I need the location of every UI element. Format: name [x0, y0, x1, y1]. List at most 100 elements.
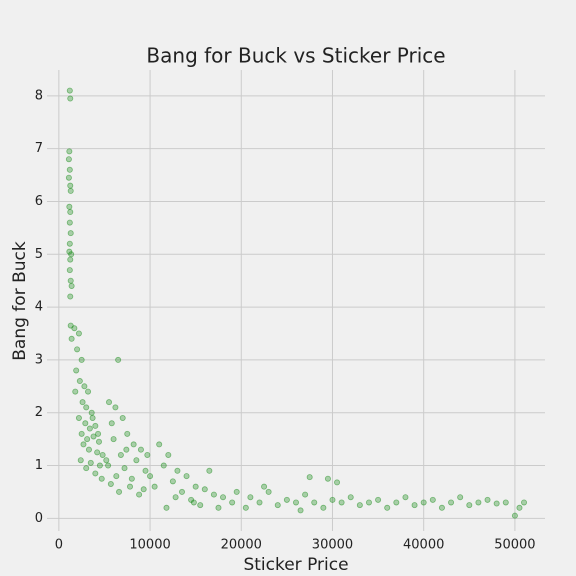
point [130, 441, 137, 448]
point [77, 457, 84, 464]
y-tick-label: 1 [35, 458, 43, 473]
point [66, 166, 73, 173]
point [67, 256, 74, 263]
point [133, 457, 140, 464]
point [457, 494, 464, 501]
point [66, 267, 73, 274]
point [256, 499, 263, 506]
y-tick-label: 2 [35, 405, 43, 420]
point [188, 496, 195, 503]
point [265, 488, 272, 495]
point [178, 488, 185, 495]
y-tick-label: 0 [35, 511, 43, 526]
point [144, 451, 151, 458]
point [68, 251, 75, 258]
point [66, 240, 73, 247]
point [247, 494, 254, 501]
y-tick-label: 7 [35, 141, 43, 156]
point [347, 494, 354, 501]
point [393, 499, 400, 506]
point [127, 483, 134, 490]
point [85, 388, 92, 395]
point [94, 449, 101, 456]
x-tick-label: 0 [55, 538, 63, 553]
point [66, 203, 73, 210]
point [375, 496, 382, 503]
point [140, 486, 147, 493]
point [124, 430, 131, 437]
point [233, 488, 240, 495]
point [206, 467, 213, 474]
point [74, 346, 81, 353]
point [85, 446, 92, 453]
point [306, 474, 313, 481]
point [78, 356, 85, 363]
point [90, 433, 97, 440]
point [172, 494, 179, 501]
point [66, 87, 73, 94]
x-axis-label: Sticker Price [243, 555, 348, 575]
point [165, 451, 172, 458]
point [156, 441, 163, 448]
y-tick-label: 5 [35, 247, 43, 262]
point [242, 504, 249, 511]
point [106, 399, 113, 406]
point [215, 504, 222, 511]
point [105, 462, 112, 469]
point [95, 430, 102, 437]
point [89, 414, 96, 421]
point [82, 420, 89, 427]
point [338, 499, 345, 506]
point [229, 499, 236, 506]
point [119, 414, 126, 421]
point [183, 473, 190, 480]
point [420, 499, 427, 506]
point [108, 420, 115, 427]
point [88, 409, 95, 416]
point [66, 219, 73, 226]
point [80, 441, 87, 448]
point [81, 383, 88, 390]
point [123, 446, 130, 453]
point [68, 335, 75, 342]
point [261, 483, 268, 490]
point [502, 499, 509, 506]
point [302, 491, 309, 498]
point [96, 462, 103, 469]
point [220, 494, 227, 501]
point [516, 504, 523, 511]
point [484, 496, 491, 503]
point [521, 499, 528, 506]
point [142, 467, 149, 474]
point [67, 187, 74, 194]
point [67, 293, 74, 300]
point [475, 499, 482, 506]
point [356, 502, 363, 509]
point [115, 356, 122, 363]
point [274, 502, 281, 509]
point [98, 475, 105, 482]
point [311, 499, 318, 506]
point [402, 494, 409, 501]
point [324, 475, 331, 482]
point [320, 504, 327, 511]
point [136, 491, 143, 498]
point [511, 512, 518, 519]
point [201, 486, 208, 493]
y-tick-label: 3 [35, 352, 43, 367]
point [67, 182, 74, 189]
point [68, 282, 75, 289]
point [86, 425, 93, 432]
point [365, 499, 372, 506]
point [67, 322, 74, 329]
point [73, 367, 80, 374]
point [99, 451, 106, 458]
point [210, 491, 217, 498]
x-tick-label: 10000 [129, 538, 170, 553]
point [163, 504, 170, 511]
point [66, 248, 73, 255]
point [329, 496, 336, 503]
point [112, 404, 119, 411]
